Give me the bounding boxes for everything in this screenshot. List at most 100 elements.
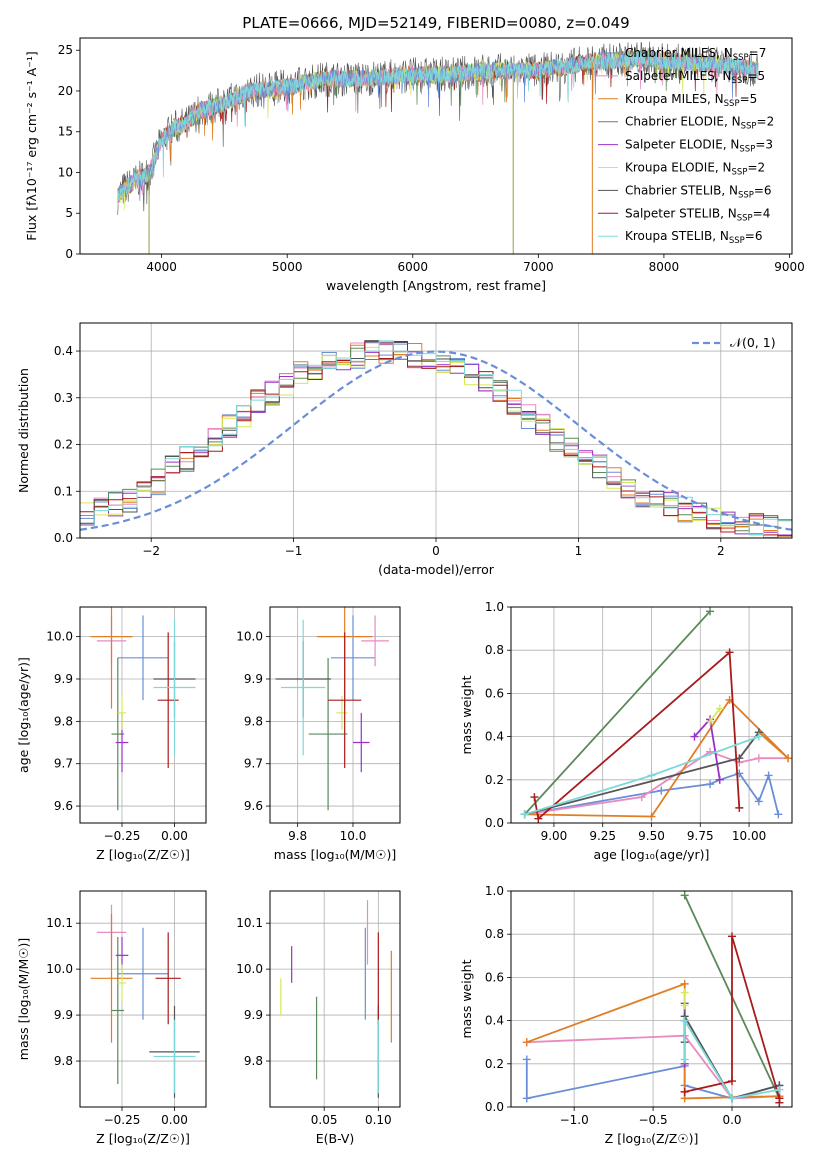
y-tick-label: 20 — [58, 84, 73, 98]
age_vs_mass-plot-area — [275, 607, 389, 811]
x-tick-label: −0.5 — [639, 1113, 668, 1127]
y-tick-label: 9.8 — [244, 1054, 263, 1068]
y-tick-label: 10.0 — [236, 630, 263, 644]
legend-subscript: SSP — [739, 145, 755, 155]
x-tick-label: 9.00 — [541, 829, 568, 843]
y-tick-label: 10 — [58, 165, 73, 179]
y-tick-label: 25 — [58, 43, 73, 57]
mass-weight-marker — [706, 780, 715, 789]
legend-subscript: SSP — [741, 122, 757, 132]
mass-weight-marker — [680, 891, 689, 900]
legend-subscript: SSP — [732, 168, 748, 178]
y-tick-label: 0.2 — [485, 1057, 504, 1071]
mass_vs_Z-plot-area — [90, 904, 200, 1098]
mass-weight-marker — [764, 771, 773, 780]
x-tick-label: 9.8 — [288, 829, 307, 843]
mass-weight-marker — [657, 786, 666, 795]
y-tick-label: 5 — [65, 206, 73, 220]
x-tick-label: 5000 — [272, 260, 303, 274]
y-axis-label: age [log₁₀(age/yr)] — [16, 657, 31, 773]
mass-weight-marker — [520, 810, 529, 819]
mass-weight-line — [683, 1017, 780, 1100]
mass_vs_ebv-chart: 0.05 0.10 9.8 9.9 10.0 10.1 E(B-V) — [236, 890, 401, 1146]
axes-frame — [510, 890, 793, 1108]
legend-subscript: SSP — [733, 53, 749, 63]
y-tick-label: 0.4 — [485, 1014, 504, 1028]
x-tick-label: 6000 — [397, 260, 428, 274]
mass-weight-marker — [706, 607, 715, 616]
y-tick-label: 0 — [65, 247, 73, 261]
axes-frame — [510, 606, 793, 824]
mass-weight-marker — [774, 810, 783, 819]
y-tick-label: 0.4 — [485, 730, 504, 744]
legend-label: Kroupa STELIB, NSSP=6 — [625, 229, 763, 246]
age_vs_Z-plot-area — [90, 607, 196, 811]
x-axis-label: mass [log₁₀(M/M☉)] — [274, 847, 396, 862]
x-tick-label: 10.0 — [340, 829, 367, 843]
mass-weight-line — [524, 750, 789, 816]
x-tick-label: 9.75 — [687, 829, 714, 843]
mass-weight-marker — [725, 648, 734, 657]
legend-count: =5 — [740, 92, 758, 106]
legend-count: =2 — [757, 115, 775, 129]
y-tick-label: 10.1 — [236, 916, 263, 930]
legend-label: Salpeter MILES, NSSP=5 — [625, 69, 765, 86]
y-axis-label: mass weight — [459, 675, 474, 754]
mass-weight-marker — [680, 1016, 689, 1025]
mass-weight-marker — [775, 1085, 784, 1094]
legend: 𝒩(0, 1) — [692, 335, 776, 350]
legend-label: Kroupa MILES, NSSP=5 — [625, 92, 757, 109]
x-tick-label: 4000 — [146, 260, 177, 274]
mass-weight-marker — [728, 1094, 737, 1103]
x-tick-label: 0.00 — [161, 829, 188, 843]
y-tick-label: 0.6 — [485, 970, 504, 984]
y-axis-label: Flux [fλ10⁻¹⁷ erg cm⁻² s⁻¹ A⁻¹] — [24, 51, 39, 240]
mass-weight-marker — [647, 812, 656, 821]
mass-weight-line — [524, 698, 789, 818]
figure-title: PLATE=0666, MJD=52149, FIBERID=0080, z=0… — [242, 14, 629, 32]
x-tick-label: 9.50 — [638, 829, 665, 843]
y-tick-label: 1.0 — [485, 884, 504, 898]
mass_vs_Z-chart: −0.25 0.00 9.8 9.9 10.0 10.1 Z [log₁₀(Z/Z☉)] ma… — [16, 890, 207, 1146]
legend-count: =7 — [749, 46, 767, 60]
x-tick-label: 1 — [575, 544, 583, 558]
y-tick-label: 0.1 — [54, 484, 73, 498]
y-tick-label: 9.8 — [54, 714, 73, 728]
massweight_vs_age-plot-area — [520, 607, 792, 823]
legend-label: Kroupa ELODIE, NSSP=2 — [625, 161, 765, 178]
y-axis-label: Normed distribution — [16, 368, 31, 493]
axes-frame — [79, 606, 207, 824]
mass-weight-marker — [784, 754, 792, 763]
mass-weight-marker — [690, 732, 699, 741]
legend-count: =6 — [754, 183, 772, 197]
mass-weight-marker — [754, 732, 763, 741]
y-tick-label: 0.0 — [485, 816, 504, 830]
histogram-step — [80, 340, 792, 535]
y-tick-label: 9.9 — [54, 1008, 73, 1022]
mass-weight-line — [533, 650, 741, 821]
mass-weight-marker — [534, 814, 543, 823]
mass-weight-marker — [530, 793, 539, 802]
x-tick-label: 8000 — [649, 260, 680, 274]
massweight_vs_age-chart: 9.00 9.25 9.50 9.75 10.00 0.0 0.2 0.4 0.6 0.8 1.0 a… — [459, 600, 793, 862]
axes-frame — [79, 890, 207, 1108]
mass-weight-marker — [754, 754, 763, 763]
mass-weight-marker — [728, 1077, 737, 1086]
legend-label: Chabrier ELODIE, NSSP=2 — [625, 115, 774, 132]
legend-label: 𝒩(0, 1) — [730, 335, 776, 350]
spectrum-line — [117, 50, 759, 202]
legend-label: Chabrier MILES, NSSP=7 — [625, 46, 766, 63]
mass-weight-marker — [647, 771, 656, 780]
y-tick-label: 9.8 — [244, 714, 263, 728]
legend-count: =5 — [747, 69, 765, 83]
x-axis-label: E(B-V) — [316, 1131, 355, 1146]
legend-count: =3 — [755, 138, 773, 152]
mass-weight-marker — [715, 775, 724, 784]
y-tick-label: 10.0 — [236, 962, 263, 976]
legend-count: =4 — [753, 206, 771, 220]
spectrum-plot-area — [117, 41, 759, 254]
axes-frame — [269, 606, 401, 824]
mass-weight-marker — [754, 797, 763, 806]
mass-weight-line — [524, 731, 760, 816]
